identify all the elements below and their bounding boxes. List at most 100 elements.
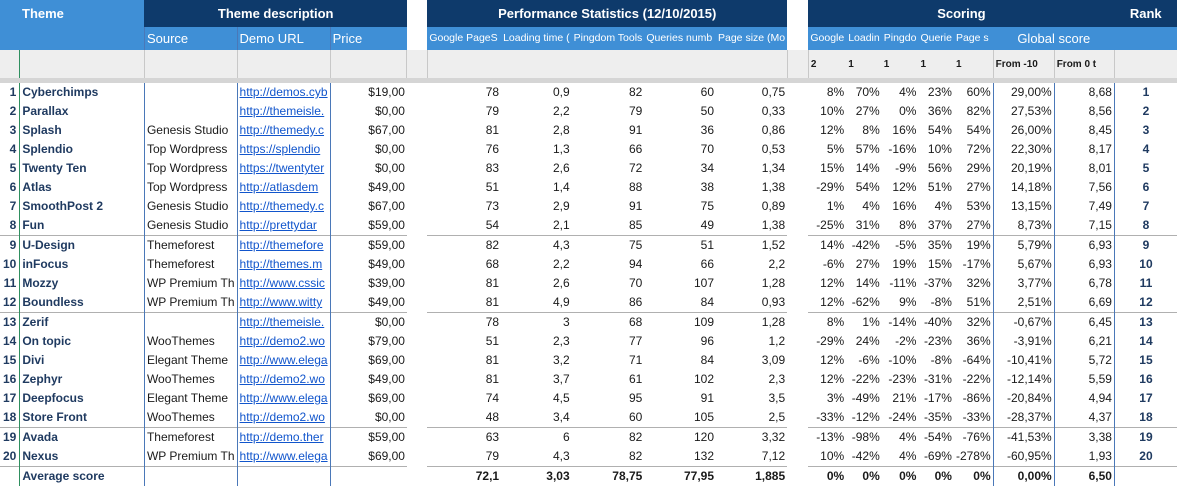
queries-number-cell[interactable]: 34	[644, 159, 716, 178]
rank-cell[interactable]: 20	[1114, 447, 1177, 467]
score-page-size-cell[interactable]: 32%	[954, 313, 993, 333]
score-google-cell[interactable]: 12%	[808, 370, 846, 389]
global-score-from-0-cell[interactable]: 8,56	[1054, 102, 1114, 121]
score-google-cell[interactable]: 5%	[808, 140, 846, 159]
page-size-cell[interactable]: 3,32	[716, 428, 787, 448]
score-queries-cell[interactable]: -23%	[918, 332, 954, 351]
score-pingdom-cell[interactable]: -14%	[882, 313, 919, 333]
loading-time-cell[interactable]: 2,6	[501, 274, 572, 293]
row-number[interactable]: 7	[0, 197, 20, 216]
row-number[interactable]: 18	[0, 408, 20, 428]
price-cell[interactable]: $59,00	[330, 216, 407, 236]
score-pingdom-cell[interactable]: -16%	[882, 140, 919, 159]
source-cell[interactable]: Elegant Theme	[144, 389, 237, 408]
global-score-from-0-cell[interactable]: 4,37	[1054, 408, 1114, 428]
score-loading-cell[interactable]: 8%	[846, 121, 882, 140]
weight-queries[interactable]: 1	[918, 50, 954, 81]
theme-name[interactable]: Store Front	[20, 408, 145, 428]
global-score-from-minus10-cell[interactable]: -12,14%	[993, 370, 1054, 389]
score-google-cell[interactable]: 1%	[808, 197, 846, 216]
demo-url-cell[interactable]: http://themeisle.	[237, 313, 330, 333]
source-cell[interactable]: Top Wordpress	[144, 140, 237, 159]
theme-name[interactable]: Parallax	[20, 102, 145, 121]
score-pingdom-cell[interactable]: 19%	[882, 255, 919, 274]
demo-url-cell[interactable]: http://themes.m	[237, 255, 330, 274]
score-pingdom-cell[interactable]: -9%	[882, 159, 919, 178]
queries-number-cell[interactable]: 70	[644, 140, 716, 159]
avg-score-page-size[interactable]: 0%	[954, 467, 993, 486]
global-score-from-0-cell[interactable]: 6,21	[1054, 332, 1114, 351]
row-number[interactable]: 20	[0, 447, 20, 467]
score-google-cell[interactable]: -6%	[808, 255, 846, 274]
price-cell[interactable]: $0,00	[330, 408, 407, 428]
score-pingdom-cell[interactable]: 8%	[882, 216, 919, 236]
global-score-from-minus10-cell[interactable]: 8,73%	[993, 216, 1054, 236]
rank-cell[interactable]: 19	[1114, 428, 1177, 448]
price-cell[interactable]: $0,00	[330, 313, 407, 333]
score-queries-cell[interactable]: -8%	[918, 293, 954, 313]
page-size-header[interactable]: Page size (Mo	[716, 27, 787, 50]
source-cell[interactable]: WooThemes	[144, 408, 237, 428]
google-pagespeed-cell[interactable]: 54	[427, 216, 501, 236]
source-cell[interactable]: Top Wordpress	[144, 159, 237, 178]
avg-score-google[interactable]: 0%	[808, 467, 846, 486]
score-pingdom-cell[interactable]: 16%	[882, 197, 919, 216]
global-score-from-0-cell[interactable]: 5,59	[1054, 370, 1114, 389]
score-google-cell[interactable]: 10%	[808, 102, 846, 121]
loading-time-cell[interactable]: 3,7	[501, 370, 572, 389]
rank-cell[interactable]: 5	[1114, 159, 1177, 178]
score-queries-cell[interactable]: -31%	[918, 370, 954, 389]
avg-score-loading[interactable]: 0%	[846, 467, 882, 486]
loading-time-cell[interactable]: 2,3	[501, 332, 572, 351]
page-size-cell[interactable]: 0,86	[716, 121, 787, 140]
queries-number-cell[interactable]: 38	[644, 178, 716, 197]
score-page-size-cell[interactable]: 54%	[954, 121, 993, 140]
rank-cell[interactable]: 1	[1114, 81, 1177, 103]
loading-time-cell[interactable]: 1,4	[501, 178, 572, 197]
score-queries-cell[interactable]: 36%	[918, 102, 954, 121]
demo-url-cell[interactable]: http://themedy.c	[237, 121, 330, 140]
page-size-cell[interactable]: 7,12	[716, 447, 787, 467]
loading-time-header[interactable]: Loading time (	[501, 27, 572, 50]
global-score-from-0-cell[interactable]: 6,93	[1054, 236, 1114, 256]
global-score-from-0-cell[interactable]: 6,45	[1054, 313, 1114, 333]
source-cell[interactable]: Themeforest	[144, 428, 237, 448]
queries-number-cell[interactable]: 50	[644, 102, 716, 121]
global-score-from-minus10-cell[interactable]: 27,53%	[993, 102, 1054, 121]
score-queries-cell[interactable]: 4%	[918, 197, 954, 216]
global-score-from-0-cell[interactable]: 5,72	[1054, 351, 1114, 370]
source-cell[interactable]: Themeforest	[144, 236, 237, 256]
score-google-cell[interactable]: 8%	[808, 313, 846, 333]
score-loading-cell[interactable]: -98%	[846, 428, 882, 448]
source-cell[interactable]: Genesis Studio	[144, 197, 237, 216]
global-score-from-0-cell[interactable]: 8,45	[1054, 121, 1114, 140]
queries-number-cell[interactable]: 102	[644, 370, 716, 389]
score-google-cell[interactable]: 8%	[808, 81, 846, 103]
source-cell[interactable]: Genesis Studio	[144, 121, 237, 140]
row-number[interactable]: 12	[0, 293, 20, 313]
page-size-cell[interactable]: 2,2	[716, 255, 787, 274]
page-size-cell[interactable]: 1,38	[716, 178, 787, 197]
loading-time-cell[interactable]: 2,9	[501, 197, 572, 216]
loading-time-cell[interactable]: 3	[501, 313, 572, 333]
score-page-size-cell[interactable]: -278%	[954, 447, 993, 467]
score-pingdom-cell[interactable]: -10%	[882, 351, 919, 370]
rank-cell[interactable]: 15	[1114, 351, 1177, 370]
rank-cell[interactable]: 2	[1114, 102, 1177, 121]
source-cell[interactable]: Genesis Studio	[144, 216, 237, 236]
demo-url-cell[interactable]: https://splendio	[237, 140, 330, 159]
pingdom-tools-cell[interactable]: 82	[572, 428, 645, 448]
global-score-from-0-cell[interactable]: 6,78	[1054, 274, 1114, 293]
row-number[interactable]: 4	[0, 140, 20, 159]
row-number[interactable]: 19	[0, 428, 20, 448]
score-page-size-cell[interactable]: 19%	[954, 236, 993, 256]
theme-name[interactable]: Boundless	[20, 293, 145, 313]
queries-number-cell[interactable]: 105	[644, 408, 716, 428]
queries-number-header[interactable]: Queries numb	[644, 27, 716, 50]
score-pingdom-cell[interactable]: 4%	[882, 428, 919, 448]
pingdom-tools-cell[interactable]: 91	[572, 121, 645, 140]
google-pagespeed-cell[interactable]: 78	[427, 313, 501, 333]
global-score-from-0-cell[interactable]: 1,93	[1054, 447, 1114, 467]
score-page-size-cell[interactable]: -76%	[954, 428, 993, 448]
score-loading-cell[interactable]: -49%	[846, 389, 882, 408]
